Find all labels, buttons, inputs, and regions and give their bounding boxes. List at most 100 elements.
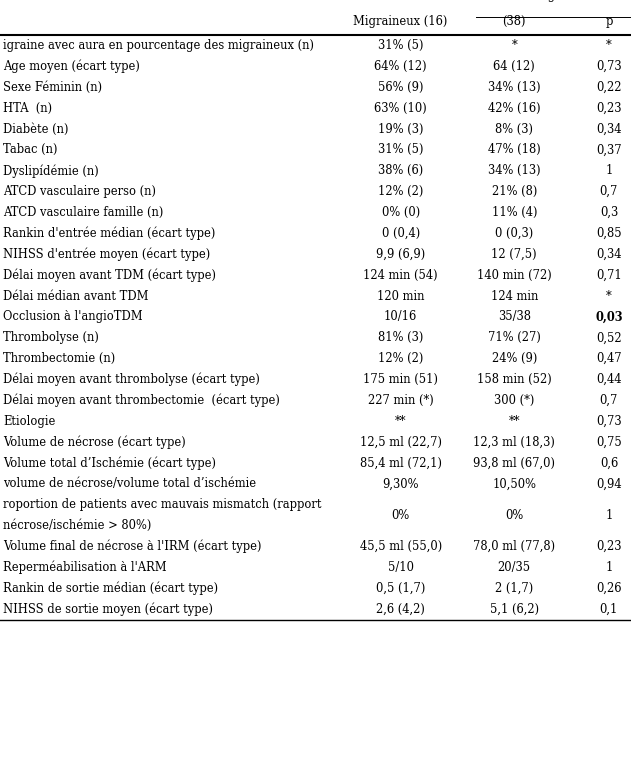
Text: 0,03: 0,03 [595, 310, 623, 323]
Text: **: ** [509, 414, 520, 428]
Text: 1: 1 [605, 164, 613, 178]
Text: roportion de patients avec mauvais mismatch (rapport: roportion de patients avec mauvais misma… [3, 499, 322, 511]
Text: 0,37: 0,37 [596, 143, 622, 157]
Text: 2,6 (4,2): 2,6 (4,2) [376, 603, 425, 615]
Text: Tabac (n): Tabac (n) [3, 143, 57, 157]
Text: 0,44: 0,44 [596, 373, 622, 386]
Text: Délai médian avant TDM: Délai médian avant TDM [3, 290, 149, 302]
Text: Thrombectomie (n): Thrombectomie (n) [3, 352, 115, 365]
Text: NIHSS d'entrée moyen (écart type): NIHSS d'entrée moyen (écart type) [3, 248, 210, 261]
Text: 0,94: 0,94 [596, 478, 622, 491]
Text: 85,4 ml (72,1): 85,4 ml (72,1) [360, 456, 442, 470]
Text: 0%: 0% [505, 509, 523, 522]
Text: volume de nécrose/volume total d’ischémie: volume de nécrose/volume total d’ischémi… [3, 478, 256, 491]
Text: Rankin d'entrée médian (écart type): Rankin d'entrée médian (écart type) [3, 227, 216, 240]
Text: 0,1: 0,1 [599, 603, 618, 615]
Text: 38% (6): 38% (6) [378, 164, 423, 178]
Text: 1: 1 [605, 561, 613, 574]
Text: 71% (27): 71% (27) [488, 331, 541, 344]
Text: 140 min (72): 140 min (72) [477, 269, 551, 282]
Text: 12 (7,5): 12 (7,5) [492, 248, 537, 261]
Text: 1: 1 [605, 509, 613, 522]
Text: *: * [511, 39, 517, 52]
Text: 11% (4): 11% (4) [492, 206, 537, 219]
Text: 300 (*): 300 (*) [494, 394, 534, 407]
Text: 9,30%: 9,30% [382, 478, 419, 491]
Text: 8% (3): 8% (3) [495, 122, 533, 136]
Text: 35/38: 35/38 [498, 310, 531, 323]
Text: ATCD vasculaire perso (n): ATCD vasculaire perso (n) [3, 185, 156, 198]
Text: 0 (0,3): 0 (0,3) [495, 227, 533, 240]
Text: p: p [605, 15, 613, 28]
Text: Age moyen (écart type): Age moyen (écart type) [3, 60, 140, 73]
Text: 42% (16): 42% (16) [488, 101, 541, 115]
Text: Non migraineux: Non migraineux [505, 0, 599, 2]
Text: Volume final de nécrose à l'IRM (écart type): Volume final de nécrose à l'IRM (écart t… [3, 540, 262, 553]
Text: 20/35: 20/35 [498, 561, 531, 574]
Text: (38): (38) [502, 15, 526, 28]
Text: 31% (5): 31% (5) [378, 143, 423, 157]
Text: ATCD vasculaire famille (n): ATCD vasculaire famille (n) [3, 206, 163, 219]
Text: 78,0 ml (77,8): 78,0 ml (77,8) [473, 540, 555, 553]
Text: 12% (2): 12% (2) [378, 352, 423, 365]
Text: 64 (12): 64 (12) [493, 60, 535, 73]
Text: **: ** [395, 414, 406, 428]
Text: 0,73: 0,73 [596, 414, 622, 428]
Text: HTA  (n): HTA (n) [3, 101, 52, 115]
Text: igraine avec aura en pourcentage des migraineux (n): igraine avec aura en pourcentage des mig… [3, 39, 314, 52]
Text: 124 min: 124 min [490, 290, 538, 302]
Text: 0,26: 0,26 [596, 582, 622, 595]
Text: 5/10: 5/10 [387, 561, 414, 574]
Text: 0% (0): 0% (0) [382, 206, 420, 219]
Text: 120 min: 120 min [377, 290, 425, 302]
Text: 5,1 (6,2): 5,1 (6,2) [490, 603, 539, 615]
Text: 227 min (*): 227 min (*) [368, 394, 433, 407]
Text: 10/16: 10/16 [384, 310, 417, 323]
Text: 0%: 0% [392, 509, 410, 522]
Text: 34% (13): 34% (13) [488, 164, 541, 178]
Text: 124 min (54): 124 min (54) [363, 269, 438, 282]
Text: 0,85: 0,85 [596, 227, 622, 240]
Text: Rankin de sortie médian (écart type): Rankin de sortie médian (écart type) [3, 582, 218, 595]
Text: 12,3 ml (18,3): 12,3 ml (18,3) [473, 435, 555, 449]
Text: 64% (12): 64% (12) [374, 60, 427, 73]
Text: 81% (3): 81% (3) [378, 331, 423, 344]
Text: Reperméabilisation à l'ARM: Reperméabilisation à l'ARM [3, 561, 167, 574]
Text: 10,50%: 10,50% [492, 478, 536, 491]
Text: 0,73: 0,73 [596, 60, 622, 73]
Text: Diabète (n): Diabète (n) [3, 122, 69, 136]
Text: 24% (9): 24% (9) [492, 352, 537, 365]
Text: 0,52: 0,52 [596, 331, 622, 344]
Text: NIHSS de sortie moyen (écart type): NIHSS de sortie moyen (écart type) [3, 602, 213, 616]
Text: Délai moyen avant TDM (écart type): Délai moyen avant TDM (écart type) [3, 269, 216, 282]
Text: 63% (10): 63% (10) [374, 101, 427, 115]
Text: *: * [606, 39, 612, 52]
Text: 175 min (51): 175 min (51) [363, 373, 438, 386]
Text: 0,23: 0,23 [596, 540, 622, 553]
Text: 34% (13): 34% (13) [488, 81, 541, 93]
Text: 0,22: 0,22 [596, 81, 622, 93]
Text: Dyslipídémie (n): Dyslipídémie (n) [3, 164, 99, 178]
Text: Sexe Féminin (n): Sexe Féminin (n) [3, 81, 102, 93]
Text: 0,6: 0,6 [600, 456, 618, 470]
Text: 19% (3): 19% (3) [378, 122, 423, 136]
Text: Migraineux (16): Migraineux (16) [353, 15, 448, 28]
Text: Occlusion à l'angioTDM: Occlusion à l'angioTDM [3, 310, 143, 323]
Text: *: * [606, 290, 612, 302]
Text: 12% (2): 12% (2) [378, 185, 423, 198]
Text: Etiologie: Etiologie [3, 414, 56, 428]
Text: Volume de nécrose (écart type): Volume de nécrose (écart type) [3, 435, 186, 449]
Text: 47% (18): 47% (18) [488, 143, 541, 157]
Text: 0,23: 0,23 [596, 101, 622, 115]
Text: 0,34: 0,34 [596, 248, 622, 261]
Text: 21% (8): 21% (8) [492, 185, 537, 198]
Text: 31% (5): 31% (5) [378, 39, 423, 52]
Text: nécrose/ischémie > 80%): nécrose/ischémie > 80%) [3, 519, 151, 532]
Text: 12,5 ml (22,7): 12,5 ml (22,7) [360, 435, 442, 449]
Text: 0,47: 0,47 [596, 352, 622, 365]
Text: 56% (9): 56% (9) [378, 81, 423, 93]
Text: 45,5 ml (55,0): 45,5 ml (55,0) [360, 540, 442, 553]
Text: 0,34: 0,34 [596, 122, 622, 136]
Text: 0,3: 0,3 [600, 206, 618, 219]
Text: Délai moyen avant thrombectomie  (écart type): Délai moyen avant thrombectomie (écart t… [3, 393, 280, 407]
